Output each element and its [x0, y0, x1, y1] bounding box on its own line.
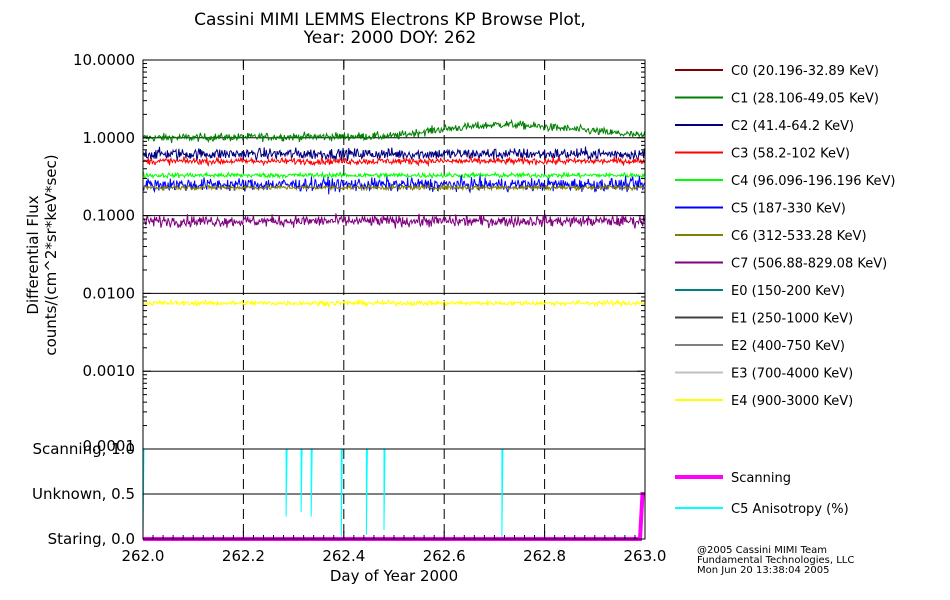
legend-label: C7 (506.88-829.08 KeV) — [731, 257, 887, 272]
legend-label: Scanning — [731, 471, 791, 486]
chart-subtitle: Year: 2000 DOY: 262 — [303, 28, 477, 48]
series-line-c4 — [142, 170, 646, 180]
ytick-label: 0.0010 — [83, 362, 136, 380]
series-line-scanning — [143, 492, 645, 541]
footer-copyright: @2005 Cassini MIMI Team — [697, 545, 827, 556]
series-line-c5 — [142, 174, 646, 195]
series-line-c7 — [142, 213, 646, 229]
series-line-c3 — [142, 155, 646, 168]
legend-label: C3 (58.2-102 KeV) — [731, 147, 850, 162]
series-line-c6 — [142, 182, 646, 193]
top-plot-frame — [142, 59, 646, 450]
ylabel-line2: counts/(cm^2*sr*keV*sec) — [42, 154, 60, 355]
legend-label: E3 (700-4000 KeV) — [731, 367, 853, 382]
xtick-label: 262.0 — [122, 547, 165, 565]
chart-title: Cassini MIMI LEMMS Electrons KP Browse P… — [194, 10, 586, 30]
footer-date: Mon Jun 20 13:38:04 2005 — [697, 565, 830, 576]
xtick-label: 262.2 — [222, 547, 265, 565]
footer-company: Fundamental Technologies, LLC — [697, 555, 855, 566]
ylabel-line1: Differential Flux — [24, 195, 42, 314]
xlabel: Day of Year 2000 — [330, 567, 458, 585]
legend-label: E1 (250-1000 KeV) — [731, 312, 853, 327]
ytick-label: 0.0001 — [83, 437, 136, 455]
legend-label: C4 (96.096-196.196 KeV) — [731, 174, 895, 189]
series-line-c1 — [142, 118, 646, 144]
series-line-e4 — [142, 298, 646, 309]
legend-label: C1 (28.106-49.05 KeV) — [731, 92, 879, 107]
ytick-label: Scanning, 1.0 — [32, 440, 135, 458]
xtick-label: 262.4 — [322, 547, 365, 565]
legend-label: C5 (187-330 KeV) — [731, 202, 846, 217]
series-line-c2 — [142, 146, 646, 162]
xtick-label: 262.6 — [423, 547, 466, 565]
legend-label: C6 (312-533.28 KeV) — [731, 229, 867, 244]
xtick-label: 263.0 — [624, 547, 667, 565]
ytick-label: 0.1000 — [83, 207, 136, 225]
legend-label: C2 (41.4-64.2 KeV) — [731, 119, 854, 134]
ytick-label: 10.0000 — [73, 51, 135, 69]
ytick-label: Staring, 0.0 — [48, 530, 135, 548]
legend-label: C0 (20.196-32.89 KeV) — [731, 64, 879, 79]
legend-label: E0 (150-200 KeV) — [731, 284, 845, 299]
ytick-label: Unknown, 0.5 — [32, 485, 135, 503]
legend-label: E2 (400-750 KeV) — [731, 339, 845, 354]
legend-label: E4 (900-3000 KeV) — [731, 394, 853, 409]
ytick-label: 0.0100 — [83, 284, 136, 302]
xtick-label: 262.8 — [523, 547, 566, 565]
legend-label: C5 Anisotropy (%) — [731, 502, 849, 517]
ytick-label: 1.0000 — [83, 129, 136, 147]
